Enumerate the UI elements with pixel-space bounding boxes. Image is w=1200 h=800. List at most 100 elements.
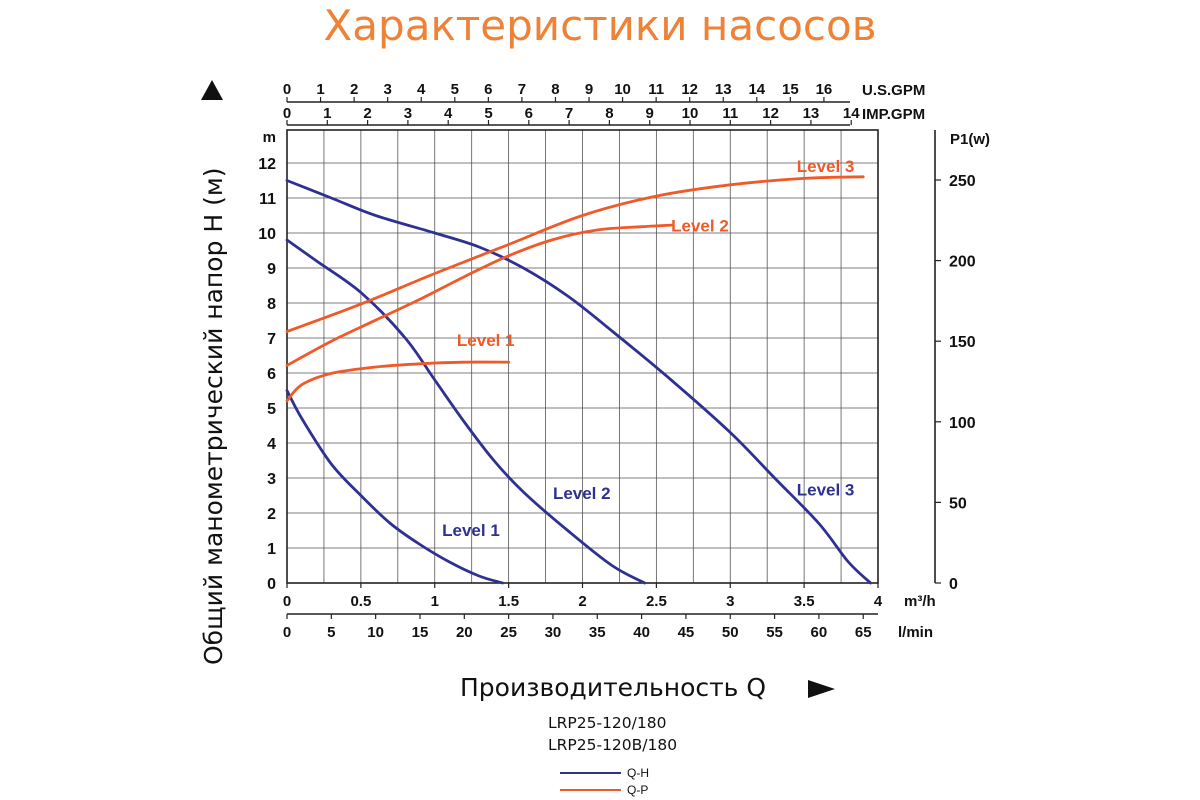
us-gpm-tick-label: 1 (316, 81, 324, 98)
head-tick-label: 12 (258, 156, 276, 173)
lmin-tick-label: 20 (456, 624, 473, 641)
imp-gpm-tick-label: 4 (444, 105, 453, 122)
qh-level-3-label: Level 3 (797, 481, 855, 500)
lmin-tick-label: 0 (283, 624, 291, 641)
imp-gpm-tick-label: 12 (762, 105, 779, 122)
y-axis-title: Общий манометрический напор H (м) (199, 168, 228, 666)
imp-gpm-tick-label: 2 (363, 105, 371, 122)
qh-level-2-curve (285, 238, 646, 585)
power-unit: P1(w) (950, 131, 990, 148)
qp-level-2-curve (285, 223, 673, 367)
qp-level-2-label: Level 2 (671, 217, 729, 236)
curves (285, 175, 872, 585)
lmin-tick-label: 50 (722, 624, 739, 641)
head-tick-label: 3 (267, 471, 276, 488)
lmin-tick-label: 45 (678, 624, 695, 641)
imp-gpm-tick-label: 9 (646, 105, 654, 122)
legend-label-qh: Q-H (627, 766, 649, 780)
arrow-up-icon (201, 80, 223, 100)
us-gpm-tick-label: 11 (648, 81, 664, 98)
model-line-1: LRP25-120/180 (548, 714, 666, 732)
power-tick-label: 0 (949, 576, 958, 593)
us-gpm-tick-label: 8 (551, 81, 559, 98)
power-axis: 0 50 100 150 200 250 P1(w) (934, 130, 990, 593)
qh-level-2-label: Level 2 (553, 484, 611, 503)
m3h-tick-label: 2.5 (646, 593, 667, 610)
m3h-tick-label: 1.5 (498, 593, 519, 610)
grid (286, 130, 879, 584)
m3h-tick-label: 0.5 (350, 593, 371, 610)
head-tick-label: 11 (259, 191, 276, 208)
series-labels: Level 1 Level 2 Level 3 Level 1 Level 2 Level… (442, 157, 854, 540)
lmin-tick-label: 10 (367, 624, 384, 641)
head-tick-label: 4 (267, 436, 276, 453)
lmin-tick-label: 60 (811, 624, 828, 641)
imp-gpm-tick-label: 8 (605, 105, 613, 122)
us-gpm-unit: U.S.GPM (862, 82, 925, 99)
bottom-axes: 0 0.5 1 1.5 2 2.5 3 3.5 4 m³/h 0 5 10 15 20 25 30 35 40 45 5… (283, 583, 936, 641)
head-tick-label: 1 (267, 541, 276, 558)
power-tick-label: 200 (949, 254, 976, 271)
m3h-unit: m³/h (904, 593, 936, 610)
lmin-tick-label: 65 (855, 624, 872, 641)
m3h-tick-label: 3 (726, 593, 734, 610)
imp-gpm-unit: IMP.GPM (862, 106, 925, 123)
qp-level-1-label: Level 1 (457, 331, 515, 350)
imp-gpm-tick-label: 3 (404, 105, 412, 122)
imp-gpm-tick-label: 10 (682, 105, 699, 122)
head-tick-label: 7 (267, 331, 276, 348)
m3h-tick-label: 3.5 (794, 593, 815, 610)
lmin-tick-label: 25 (500, 624, 517, 641)
us-gpm-tick-label: 16 (816, 81, 833, 98)
power-tick-label: 100 (949, 415, 976, 432)
qh-level-1-curve (285, 389, 505, 585)
lmin-tick-label: 15 (412, 624, 429, 641)
m3h-tick-label: 4 (874, 593, 883, 610)
lmin-tick-label: 5 (327, 624, 335, 641)
page-title: Характеристики насосов (323, 1, 877, 50)
us-gpm-tick-label: 12 (681, 81, 698, 98)
qp-level-3-curve (285, 175, 865, 333)
us-gpm-tick-label: 2 (350, 81, 358, 98)
head-tick-label: 8 (267, 296, 276, 313)
us-gpm-tick-label: 15 (782, 81, 799, 98)
imp-gpm-tick-label: 7 (565, 105, 573, 122)
head-tick-label: 9 (267, 261, 276, 278)
qp-level-1-curve (285, 360, 510, 403)
lmin-tick-label: 40 (633, 624, 650, 641)
head-tick-label: 2 (267, 506, 276, 523)
power-tick-label: 250 (949, 173, 976, 190)
head-tick-label: 0 (267, 576, 276, 593)
head-tick-label: 5 (267, 401, 276, 418)
imp-gpm-tick-label: 11 (722, 105, 738, 122)
imp-gpm-tick-label: 1 (323, 105, 331, 122)
us-gpm-tick-label: 6 (484, 81, 492, 98)
imp-gpm-tick-label: 5 (484, 105, 492, 122)
m3h-tick-label: 0 (283, 593, 291, 610)
lmin-tick-label: 30 (545, 624, 562, 641)
imp-gpm-tick-label: 14 (843, 105, 860, 122)
qh-level-3-curve (285, 179, 872, 585)
qp-level-3-label: Level 3 (797, 157, 855, 176)
lmin-unit: l/min (898, 624, 933, 641)
qh-level-1-label: Level 1 (442, 521, 500, 540)
us-gpm-tick-label: 13 (715, 81, 732, 98)
power-tick-label: 150 (949, 334, 976, 351)
model-line-2: LRP25-120B/180 (548, 736, 677, 754)
lmin-tick-label: 55 (766, 624, 783, 641)
power-tick-label: 50 (949, 495, 967, 512)
lmin-tick-label: 35 (589, 624, 606, 641)
imp-gpm-tick-label: 6 (525, 105, 533, 122)
head-unit: m (263, 129, 276, 146)
legend-label-qp: Q-P (627, 783, 648, 797)
us-gpm-tick-label: 7 (518, 81, 526, 98)
us-gpm-tick-label: 14 (748, 81, 765, 98)
head-tick-label: 10 (258, 226, 276, 243)
x-axis-title: Производительность Q (460, 673, 766, 702)
us-gpm-tick-label: 3 (384, 81, 392, 98)
m3h-tick-label: 2 (578, 593, 586, 610)
imp-gpm-tick-label: 0 (283, 105, 291, 122)
